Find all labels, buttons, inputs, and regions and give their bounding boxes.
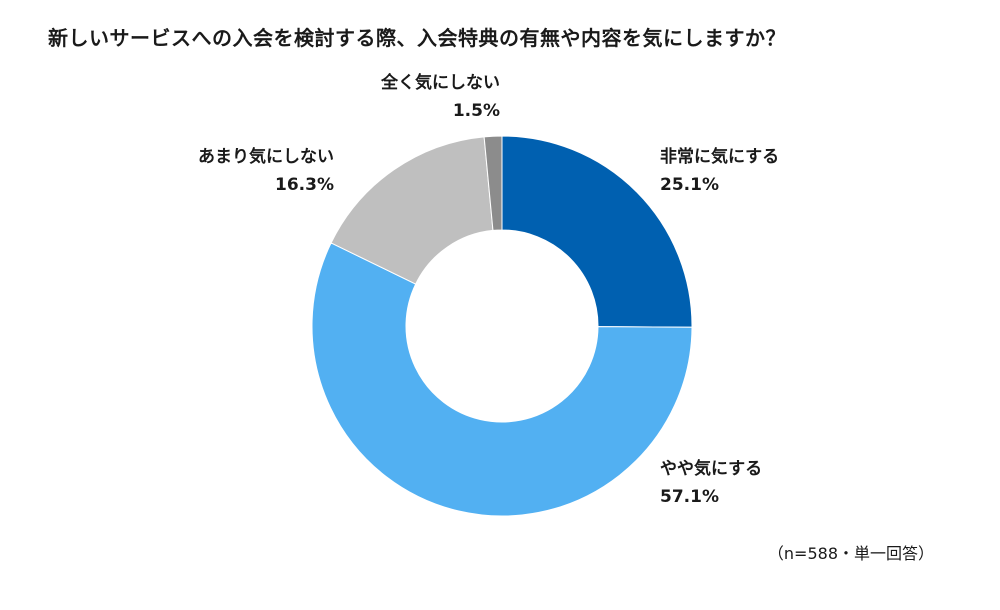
slice-label-not-very-concerned: あまり気にしない bbox=[198, 146, 334, 167]
slice-value-not-at-all-concerned: 1.5% bbox=[453, 101, 500, 121]
slice-label-very-concerned: 非常に気にする bbox=[660, 146, 779, 167]
sample-note: （n=588・単一回答） bbox=[767, 544, 934, 563]
slice-value-very-concerned: 25.1% bbox=[660, 175, 719, 195]
slice-label-somewhat-concerned: やや気にする bbox=[660, 458, 762, 479]
slice-somewhat-concerned bbox=[311, 242, 693, 517]
slice-value-somewhat-concerned: 57.1% bbox=[660, 487, 719, 507]
slice-label-not-at-all-concerned: 全く気にしない bbox=[380, 72, 500, 93]
slice-value-not-very-concerned: 16.3% bbox=[275, 175, 334, 195]
slice-not-at-all-concerned bbox=[483, 135, 503, 231]
chart-title: 新しいサービスへの入会を検討する際、入会特典の有無や内容を気にしますか？ bbox=[48, 26, 786, 50]
slice-very-concerned bbox=[501, 135, 693, 328]
